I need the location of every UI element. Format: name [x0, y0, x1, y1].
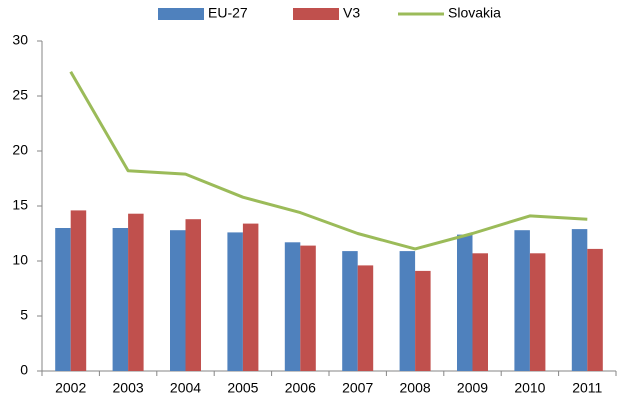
bar [170, 230, 186, 371]
y-tick-label: 0 [20, 362, 28, 378]
legend-label: EU-27 [208, 5, 248, 21]
y-tick-label: 30 [12, 32, 28, 48]
x-tick-label: 2005 [227, 380, 258, 396]
y-tick-label: 5 [20, 307, 28, 323]
bar [242, 223, 259, 371]
x-tick-label: 2006 [285, 380, 316, 396]
legend-label: V3 [343, 5, 360, 21]
x-tick-label: 2011 [572, 380, 602, 396]
bar [55, 228, 71, 371]
bar [399, 251, 416, 371]
x-tick-label: 2004 [170, 380, 201, 396]
y-tick-label: 10 [12, 252, 28, 268]
line [69, 71, 588, 251]
bar [342, 251, 358, 371]
bar [514, 230, 530, 371]
x-tick-label: 2009 [457, 380, 488, 396]
bar [300, 245, 316, 371]
y-tick-label: 20 [12, 142, 28, 158]
bar [227, 232, 243, 371]
x-tick-label: 2008 [400, 380, 431, 396]
bar [357, 265, 374, 371]
bar [472, 253, 488, 371]
bar [571, 229, 588, 371]
bar [415, 270, 431, 371]
x-tick-label: 2002 [55, 380, 86, 396]
bar [128, 213, 144, 371]
legend-swatch [293, 8, 339, 20]
legend-swatch [158, 8, 204, 20]
legend-label: Slovakia [448, 5, 501, 21]
x-tick-label: 2010 [514, 380, 545, 396]
bar [529, 253, 546, 371]
bar [587, 248, 603, 371]
bar [112, 228, 129, 371]
bar [284, 242, 301, 371]
x-tick-label: 2003 [113, 380, 144, 396]
bar [457, 234, 473, 371]
bar [185, 219, 201, 371]
bar [70, 210, 87, 371]
y-tick-label: 15 [12, 197, 28, 213]
x-tick-label: 2007 [342, 380, 373, 396]
y-tick-label: 25 [12, 87, 28, 103]
